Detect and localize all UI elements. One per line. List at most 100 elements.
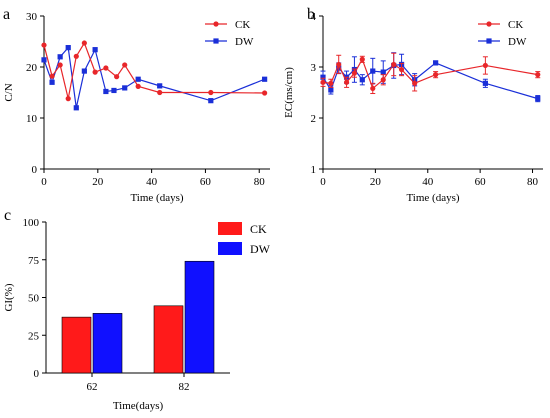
data-point-ck xyxy=(370,85,376,92)
data-point-ck xyxy=(208,89,214,96)
legend-label-ck: CK xyxy=(250,222,267,236)
data-point-dw xyxy=(65,45,71,51)
data-point-ck xyxy=(65,96,71,102)
legend-marker-ck xyxy=(486,21,492,27)
panel-a: 0 10 20 30 0 20 40 60 80 Time (days) C/N a CK DW xyxy=(3,6,270,204)
data-point-ck xyxy=(41,42,47,48)
y-tick-label: 100 xyxy=(23,217,40,229)
data-point-ck xyxy=(535,72,541,78)
x-tick-label: 80 xyxy=(254,176,266,188)
data-point-ck xyxy=(262,90,268,96)
x-tick-label: 80 xyxy=(527,176,539,188)
data-point-dw xyxy=(92,47,98,53)
series-line-ck xyxy=(43,41,265,99)
x-tick-label: 60 xyxy=(200,176,212,188)
data-point-dw xyxy=(122,85,128,91)
y-tick-label: 25 xyxy=(28,330,40,342)
data-point-ck xyxy=(49,73,55,79)
y-tick-label: 3 xyxy=(311,62,317,74)
legend-swatch-dw xyxy=(218,242,242,255)
y-tick-label: 4 xyxy=(311,11,317,23)
bar-ck xyxy=(153,305,184,374)
data-point-ck xyxy=(343,79,350,85)
y-axis-label: C/N xyxy=(3,83,15,101)
y-axis-label: GI(%) xyxy=(3,283,15,311)
legend-label-ck: CK xyxy=(235,19,250,31)
data-point-dw xyxy=(41,57,47,63)
data-point-ck xyxy=(92,69,98,75)
y-tick-label: 0 xyxy=(34,368,40,380)
x-tick-label: 40 xyxy=(146,176,158,188)
y-axis-label: EC(ms/cm) xyxy=(283,67,295,118)
data-point-ck xyxy=(73,53,79,59)
y-tick-label: 2 xyxy=(311,113,317,125)
data-point-dw xyxy=(359,77,365,83)
data-point-ck xyxy=(103,65,109,71)
data-point-dw xyxy=(81,68,87,74)
x-axis-label: Time (days) xyxy=(130,192,183,204)
data-point-ck xyxy=(336,61,342,68)
data-point-ck xyxy=(351,70,358,76)
x-axis-label: Time(days) xyxy=(113,400,164,412)
data-point-ck xyxy=(380,77,386,83)
data-point-ck xyxy=(157,89,163,96)
data-point-ck xyxy=(412,80,418,86)
legend-marker-dw xyxy=(213,38,219,44)
data-point-dw xyxy=(380,69,386,75)
panel-c: 0 25 50 75 100 62 82 Time(days) GI(%) c CK DW xyxy=(3,207,271,412)
x-tick-label: 20 xyxy=(92,176,104,188)
x-axis-label: Time (days) xyxy=(406,192,459,204)
data-point-ck xyxy=(122,62,128,68)
data-point-ck xyxy=(398,66,405,73)
y-tick-label: 50 xyxy=(28,293,40,305)
data-point-dw xyxy=(57,54,63,60)
data-point-dw xyxy=(433,60,439,66)
series-line-ck xyxy=(322,57,538,90)
data-point-dw xyxy=(370,68,376,74)
data-point-ck xyxy=(57,62,63,68)
data-point-ck xyxy=(135,83,141,89)
legend-marker-ck xyxy=(213,21,219,27)
legend-label-dw: DW xyxy=(250,242,271,256)
data-point-ck xyxy=(81,40,87,46)
y-tick-label: 20 xyxy=(26,62,38,74)
legend-swatch-ck xyxy=(218,222,242,235)
x-tick-label: 20 xyxy=(370,176,382,188)
y-tick-label: 0 xyxy=(32,164,38,176)
data-point-ck xyxy=(114,74,120,80)
x-tick-label: 0 xyxy=(320,176,326,188)
panel-label: b xyxy=(307,6,315,23)
data-point-ck xyxy=(328,80,334,86)
legend-label-dw: DW xyxy=(508,36,527,48)
data-point-ck xyxy=(320,79,326,85)
data-point-dw xyxy=(111,87,117,94)
data-point-ck xyxy=(482,62,488,69)
data-point-dw xyxy=(535,96,541,102)
data-point-dw xyxy=(208,98,214,104)
y-tick-label: 10 xyxy=(26,113,38,125)
x-tick-label: 82 xyxy=(179,381,190,393)
bar-dw xyxy=(92,313,123,374)
data-point-dw xyxy=(103,88,109,95)
bar-ck xyxy=(61,316,92,374)
data-point-dw xyxy=(482,80,488,86)
data-point-dw xyxy=(328,87,334,93)
data-point-ck xyxy=(391,61,397,68)
bar-dw xyxy=(184,260,215,374)
x-tick-label: 0 xyxy=(41,176,47,188)
data-point-ck xyxy=(359,56,365,62)
data-point-dw xyxy=(49,79,55,85)
data-point-dw xyxy=(320,74,326,80)
y-tick-label: 1 xyxy=(311,164,317,176)
data-point-ck xyxy=(433,72,439,78)
x-tick-label: 40 xyxy=(422,176,434,188)
data-point-dw xyxy=(262,76,268,82)
x-tick-label: 62 xyxy=(87,381,98,393)
legend-label-dw: DW xyxy=(235,36,254,48)
data-point-dw xyxy=(135,76,141,82)
legend-marker-dw xyxy=(486,38,492,44)
data-point-dw xyxy=(157,83,163,89)
legend-label-ck: CK xyxy=(508,19,523,31)
